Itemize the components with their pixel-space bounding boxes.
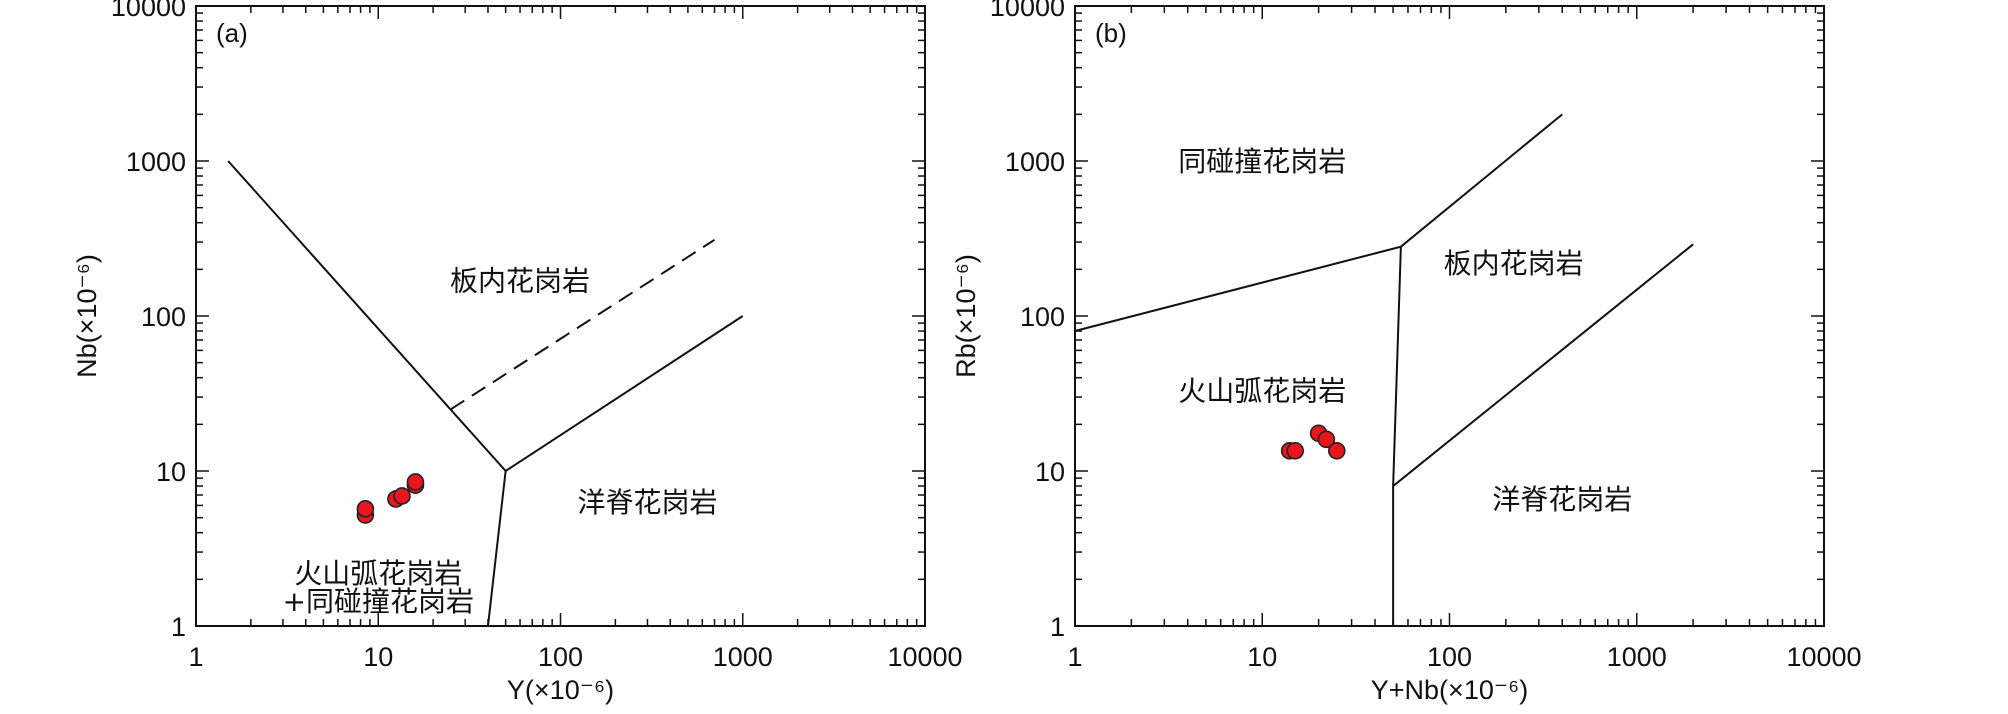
boundary-line xyxy=(505,315,744,472)
x-tick-label: 1 xyxy=(1067,642,1082,672)
boundary-line xyxy=(1392,243,1694,487)
region-label: +同碰撞花岗岩 xyxy=(283,585,474,618)
panel-b: 1 10 100 1000 10000 1 10 100 1000 10000 Y+Nb(×10⁻⁶… xyxy=(951,0,1862,705)
plot-frame xyxy=(195,5,926,627)
sample-point xyxy=(1286,441,1305,460)
y-tick-label: 100 xyxy=(141,302,186,332)
sample-point xyxy=(393,487,411,505)
boundary-line xyxy=(1392,246,1402,626)
region-label: 板内花岗岩 xyxy=(1444,247,1584,280)
x-tick-label: 10 xyxy=(363,642,393,672)
plot-frame xyxy=(1074,5,1825,627)
x-tick-label: 10000 xyxy=(887,642,962,672)
y-tick-label: 1000 xyxy=(126,147,186,177)
sample-point xyxy=(356,500,375,518)
y-tick-label: 1000 xyxy=(1005,147,1065,177)
region-label: 洋脊花岗岩 xyxy=(1492,483,1632,516)
panel-a: 1 10 100 1000 10000 1 10 100 1000 10000 Y(×10⁻⁶) Nb… xyxy=(72,0,963,705)
y-axis-title: Nb(×10⁻⁶) xyxy=(72,254,102,378)
x-tick-label: 100 xyxy=(1427,642,1472,672)
sample-point xyxy=(1327,441,1346,460)
x-axis-title: Y(×10⁻⁶) xyxy=(507,675,614,705)
y-axis-title: Rb(×10⁻⁶) xyxy=(951,254,981,378)
x-axis-title: Y+Nb(×10⁻⁶) xyxy=(1371,675,1528,705)
sample-point xyxy=(406,473,425,491)
y-tick-label: 10000 xyxy=(111,0,186,22)
region-label: 板内花岗岩 xyxy=(450,264,590,297)
y-tick-label: 1 xyxy=(171,612,186,642)
y-tick-label: 10 xyxy=(156,457,186,487)
region-label: 洋脊花岗岩 xyxy=(577,486,717,519)
panel-label: (b) xyxy=(1095,18,1127,48)
x-tick-label: 1000 xyxy=(713,642,773,672)
region-label: 同碰撞花岗岩 xyxy=(1178,145,1346,178)
x-tick-label: 100 xyxy=(538,642,583,672)
panel-label: (a) xyxy=(216,18,248,48)
region-label: 火山弧花岗岩 xyxy=(1178,375,1346,408)
y-tick-label: 100 xyxy=(1020,302,1065,332)
region-label: 火山弧花岗岩 xyxy=(294,557,462,590)
sample-point xyxy=(1317,430,1336,449)
x-tick-label: 10 xyxy=(1247,642,1277,672)
x-tick-label: 1000 xyxy=(1607,642,1667,672)
x-tick-label: 1 xyxy=(188,642,203,672)
y-tick-label: 10000 xyxy=(990,0,1065,22)
x-tick-label: 10000 xyxy=(1786,642,1861,672)
dashed-boundary-line xyxy=(450,238,716,411)
y-tick-label: 10 xyxy=(1035,457,1065,487)
y-tick-label: 1 xyxy=(1050,612,1065,642)
